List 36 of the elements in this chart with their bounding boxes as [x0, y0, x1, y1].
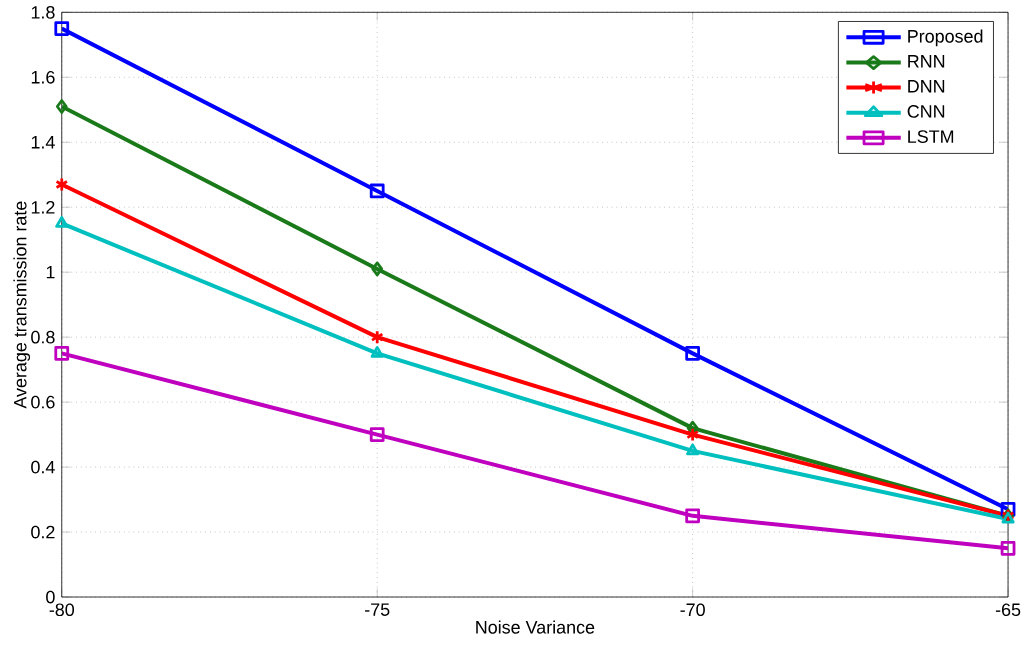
legend-label: LSTM	[908, 130, 954, 144]
point	[686, 443, 700, 456]
point	[55, 99, 68, 114]
y-tick-label: 1.4	[31, 136, 55, 149]
x-tick-label: -70	[680, 603, 705, 617]
point	[686, 427, 700, 443]
legend-label: Proposed	[908, 29, 983, 47]
point	[55, 177, 69, 192]
point	[371, 261, 384, 277]
point	[369, 183, 385, 199]
y-tick-label: 1.2	[31, 201, 55, 214]
y-tick-label: 1	[46, 266, 55, 279]
y-tick-label: 0	[46, 590, 55, 604]
point	[369, 427, 385, 443]
point	[685, 346, 701, 361]
x-tick-label: -80	[49, 603, 75, 617]
legend-label: CNN	[907, 105, 945, 118]
y-tick-label: 0.2	[31, 525, 55, 539]
y-tick-label: 0.8	[31, 330, 55, 344]
y-tick-label: 0.6	[31, 395, 55, 409]
y-axis-title: Average transmission rate	[13, 201, 31, 409]
legend-label: DNN	[908, 80, 945, 93]
x-tick-label: -75	[365, 603, 390, 617]
point	[54, 21, 70, 37]
legend-label: RNN	[908, 55, 945, 68]
y-tick-label: 1.8	[31, 6, 55, 19]
y-tick-label: 0.4	[31, 460, 55, 474]
point	[1000, 541, 1016, 556]
point	[55, 216, 69, 228]
point	[370, 329, 384, 345]
x-axis-title: Noise Variance	[476, 620, 595, 634]
point	[54, 346, 70, 361]
x-tick-label: -65	[995, 603, 1021, 617]
point	[685, 508, 701, 524]
point	[370, 346, 384, 358]
y-tick-label: 1.6	[31, 71, 55, 84]
